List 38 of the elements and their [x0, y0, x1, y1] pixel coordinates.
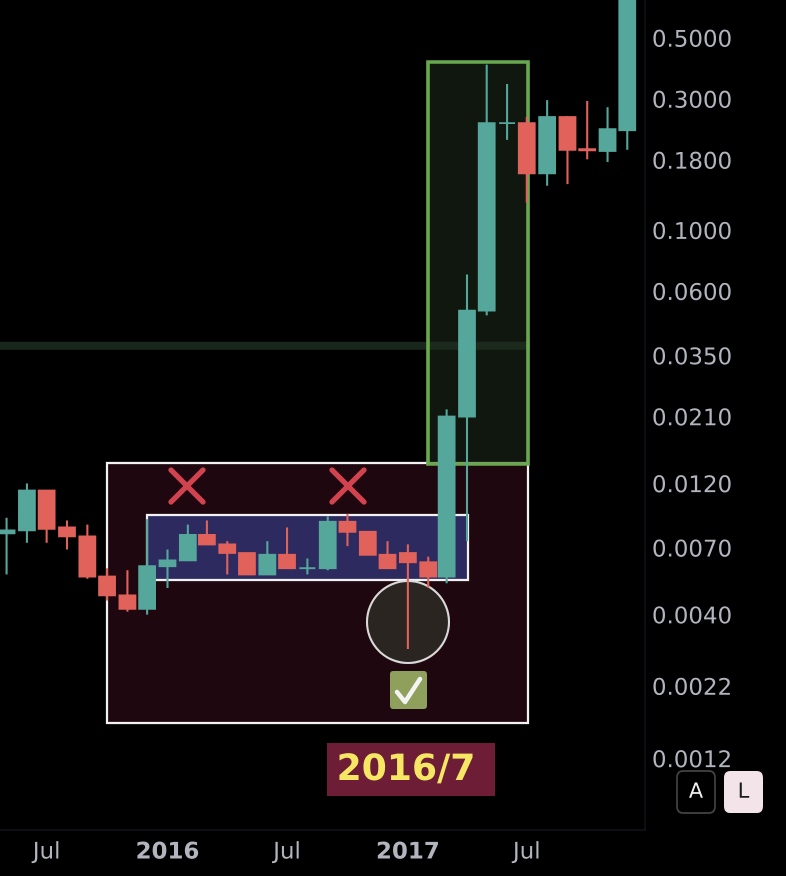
x-tick-label: Jul [32, 841, 58, 864]
y-tick-label: 0.5000 [653, 30, 731, 47]
y-tick-label: 0.0040 [653, 606, 731, 624]
x-tick-label: Jul [512, 841, 538, 864]
x-tick-label: 2017 [378, 842, 438, 859]
candlestick [578, 100, 596, 160]
y-tick-label: 0.0350 [653, 347, 731, 365]
y-tick-label: 0.0120 [653, 475, 731, 492]
annotation: 2016/7 [339, 753, 473, 784]
x-tick-label: 2016 [137, 842, 198, 859]
candlestick [298, 557, 316, 576]
candlestick [498, 82, 516, 141]
y-tick-label: 0.0022 [653, 678, 730, 696]
y-tick-label: 0.0600 [653, 282, 731, 300]
text: A [689, 782, 703, 798]
candlestick [198, 519, 216, 546]
y-tick-label: 0.1000 [653, 222, 731, 240]
candlestick [278, 526, 296, 570]
y-tick-label: 0.3000 [653, 90, 731, 108]
candlestick [399, 543, 417, 650]
y-tick-label: 0.0012 [653, 750, 730, 768]
candlestick [158, 548, 176, 590]
candlestick [598, 106, 616, 164]
candlestick [118, 569, 136, 613]
candlestick [419, 556, 438, 590]
x-tick-label: Jul [272, 841, 299, 864]
candlestick [378, 540, 396, 570]
candlestick [218, 540, 236, 576]
text: L [740, 782, 750, 798]
candlestick [338, 512, 356, 548]
candlestick [358, 530, 377, 556]
candlestick [98, 567, 116, 602]
candlestick [258, 540, 276, 576]
y-tick-label: 0.0210 [653, 408, 731, 426]
y-tick-label: 0.0070 [653, 539, 731, 557]
candlestick [238, 552, 256, 576]
candlestick [58, 519, 76, 551]
y-tick-label: 0.1800 [653, 152, 731, 169]
